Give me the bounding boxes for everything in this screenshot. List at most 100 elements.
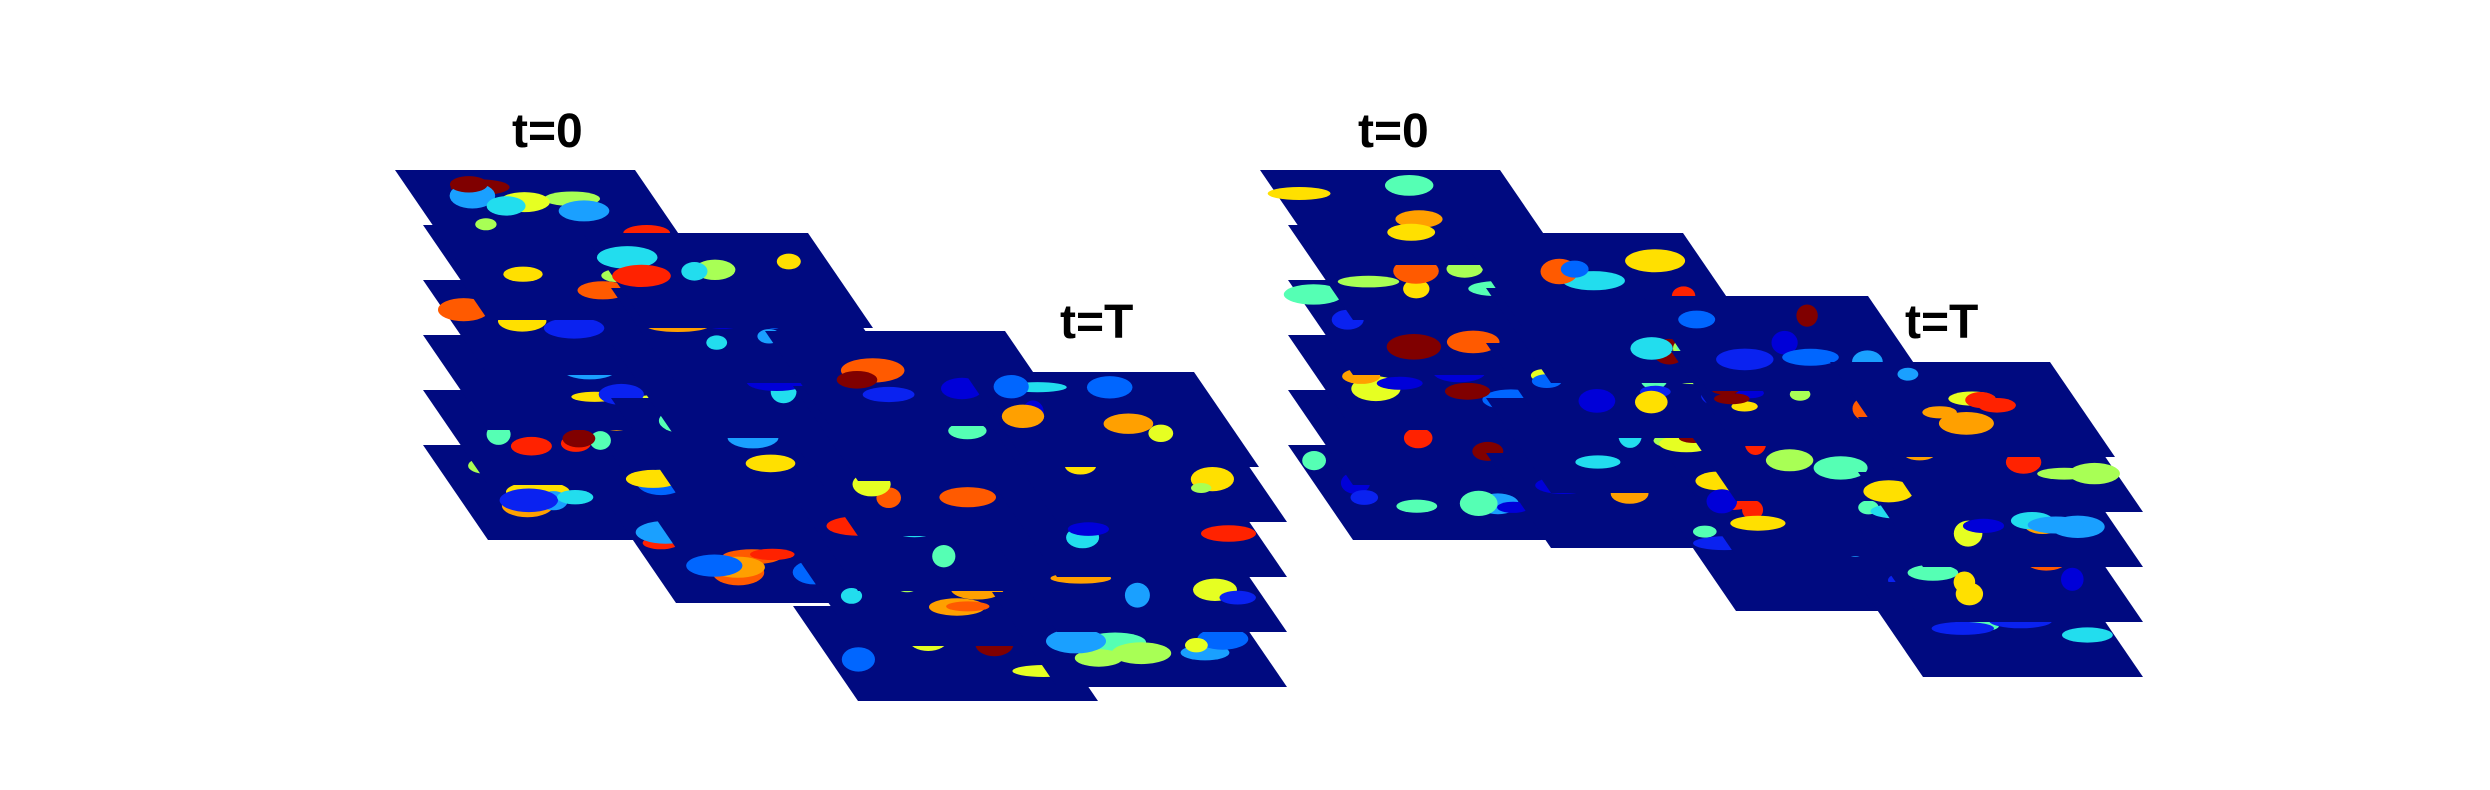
segment-blob: [1074, 649, 1123, 667]
segment-blob: [1789, 387, 1811, 401]
segment-blob: [1560, 260, 1589, 278]
segment-blob: [776, 253, 801, 270]
segment-blob: [750, 548, 795, 561]
segment-blob: [948, 422, 987, 440]
segment-blob: [946, 601, 990, 612]
segment-blob: [862, 386, 915, 403]
segment-blob: [1403, 427, 1433, 449]
segment-blob: [1446, 330, 1500, 354]
segment-blob: [841, 647, 876, 672]
segment-blob: [932, 545, 956, 568]
segment-blob: [438, 298, 490, 322]
segment-blob: [1630, 337, 1673, 360]
panel-left: t=0 t=T: [395, 105, 1287, 701]
segment-blob: [543, 317, 605, 339]
segment-blob: [1782, 348, 1839, 366]
segment-blob: [681, 262, 708, 281]
segment-blob: [1897, 367, 1919, 381]
segment-blob: [1111, 642, 1172, 665]
segment-blob: [1283, 284, 1344, 305]
segment-blob: [939, 487, 996, 508]
segment-blob: [1086, 376, 1133, 399]
segment-blob: [1385, 175, 1434, 196]
segment-blob: [840, 588, 863, 604]
segment-blob: [993, 375, 1029, 399]
segment-blob: [1578, 389, 1616, 413]
time-start-label-right: t=0: [1358, 105, 1429, 158]
segment-blob: [1706, 489, 1738, 514]
slice-stacks-left: [395, 170, 1287, 701]
time-stack: [1830, 362, 2143, 677]
time-stack: [1458, 233, 1776, 548]
slice-layer: [964, 372, 1259, 467]
segment-blob: [1771, 330, 1798, 355]
segment-blob: [1678, 310, 1716, 329]
time-start-label-left: t=0: [512, 105, 583, 158]
segment-blob: [745, 454, 796, 473]
segment-blob: [1197, 628, 1249, 650]
segment-blob: [557, 490, 594, 505]
segment-blob: [1191, 483, 1212, 493]
segment-blob: [1403, 279, 1430, 299]
segment-blob: [1716, 348, 1774, 371]
segment-blob: [589, 431, 611, 450]
segment-blob: [1693, 525, 1717, 538]
segment-blob: [1350, 490, 1379, 505]
segment-blob: [1497, 501, 1530, 513]
segment-blob: [1938, 412, 1994, 435]
segment-blob: [1337, 275, 1400, 288]
segment-blob: [1459, 490, 1498, 516]
segment-blob: [1444, 382, 1491, 400]
segment-blob: [1962, 518, 2005, 534]
time-end-label-left: t=T: [1060, 296, 1133, 349]
segment-blob: [1124, 582, 1150, 608]
slice-layer: [583, 233, 873, 328]
segment-blob: [1730, 515, 1786, 531]
segment-blob: [2027, 516, 2084, 534]
segment-blob: [449, 176, 488, 193]
segment-blob: [1965, 392, 1997, 408]
segment-blob: [1635, 390, 1668, 414]
segment-blob: [1907, 564, 1959, 581]
segment-blob: [1922, 406, 1957, 419]
segment-blob: [1001, 404, 1045, 428]
time-end-label-right: t=T: [1905, 296, 1978, 349]
segment-blob: [612, 264, 671, 287]
segment-blob: [577, 281, 629, 300]
segment-blob: [562, 429, 596, 448]
segment-blob: [486, 196, 526, 216]
segment-blob: [1386, 334, 1442, 360]
segment-blob: [1302, 451, 1326, 471]
segment-blob: [1376, 376, 1423, 390]
segment-blob: [1575, 455, 1621, 469]
segment-blob: [1396, 499, 1438, 513]
slice-stacks-right: [1260, 170, 2143, 677]
segment-blob: [686, 554, 743, 577]
segment-blob: [1765, 449, 1814, 472]
segment-blob: [1067, 522, 1109, 536]
slice-layer: [1830, 362, 2115, 457]
panel-right: t=0 t=T: [1260, 105, 2143, 677]
segment-blob: [1201, 525, 1256, 542]
segment-blob: [1267, 187, 1331, 200]
segment-blob: [558, 200, 610, 222]
segment-blob: [836, 371, 878, 389]
segment-blob: [475, 218, 497, 231]
time-stack: [964, 372, 1287, 687]
segment-blob: [510, 436, 552, 456]
segment-blob: [1103, 413, 1154, 434]
segment-blob: [499, 488, 558, 513]
segment-blob: [2069, 462, 2120, 485]
segment-blob: [1148, 424, 1174, 442]
segment-blob: [1395, 210, 1443, 228]
segment-blob: [1046, 628, 1106, 654]
segment-blob: [1625, 249, 1686, 273]
segment-blob: [1953, 571, 1976, 593]
segment-blob: [1219, 590, 1256, 605]
segment-blob: [1796, 304, 1818, 327]
segment-blob: [1714, 393, 1750, 405]
segment-blob: [503, 266, 543, 282]
segment-blob: [596, 246, 658, 269]
segment-blob: [706, 335, 728, 350]
